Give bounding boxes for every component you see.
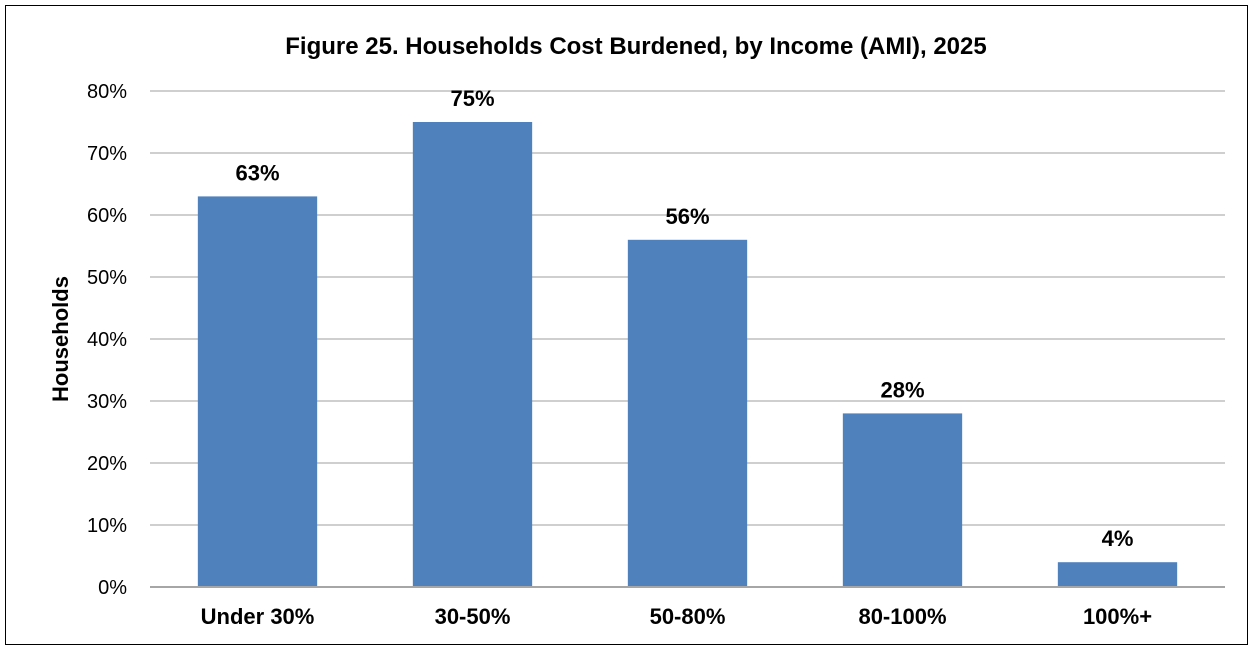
bar [1057, 562, 1178, 587]
x-tick-label: Under 30% [201, 604, 315, 629]
bar [842, 413, 963, 587]
chart-title: Figure 25. Households Cost Burdened, by … [285, 33, 986, 60]
x-axis-ticks: Under 30% 30-50% 50-80% 80-100% 100%+ [201, 604, 1152, 629]
x-tick-label: 100%+ [1083, 604, 1152, 629]
y-axis-label: Households [48, 276, 73, 402]
data-label: 56% [665, 204, 709, 229]
x-tick-label: 80-100% [858, 604, 946, 629]
bar [197, 196, 318, 587]
data-labels: 63% 75% 56% 28% 4% [235, 86, 1133, 551]
y-axis-ticks: 0% 10% 20% 30% 40% 50% 60% 70% 80% [87, 81, 127, 599]
data-label: 63% [235, 160, 279, 185]
y-tick-label: 70% [87, 143, 127, 165]
y-tick-label: 60% [87, 205, 127, 227]
y-tick-label: 0% [98, 577, 127, 599]
y-tick-label: 50% [87, 267, 127, 289]
y-tick-label: 40% [87, 329, 127, 351]
bar [627, 239, 748, 588]
data-label: 28% [880, 377, 924, 402]
y-tick-label: 30% [87, 391, 127, 413]
x-tick-label: 30-50% [435, 604, 511, 629]
data-label: 4% [1102, 526, 1134, 551]
x-tick-label: 50-80% [650, 604, 726, 629]
y-tick-label: 80% [87, 81, 127, 103]
y-tick-label: 10% [87, 515, 127, 537]
bar [412, 122, 533, 587]
y-tick-label: 20% [87, 453, 127, 475]
data-label: 75% [450, 86, 494, 111]
bars [197, 122, 1178, 588]
